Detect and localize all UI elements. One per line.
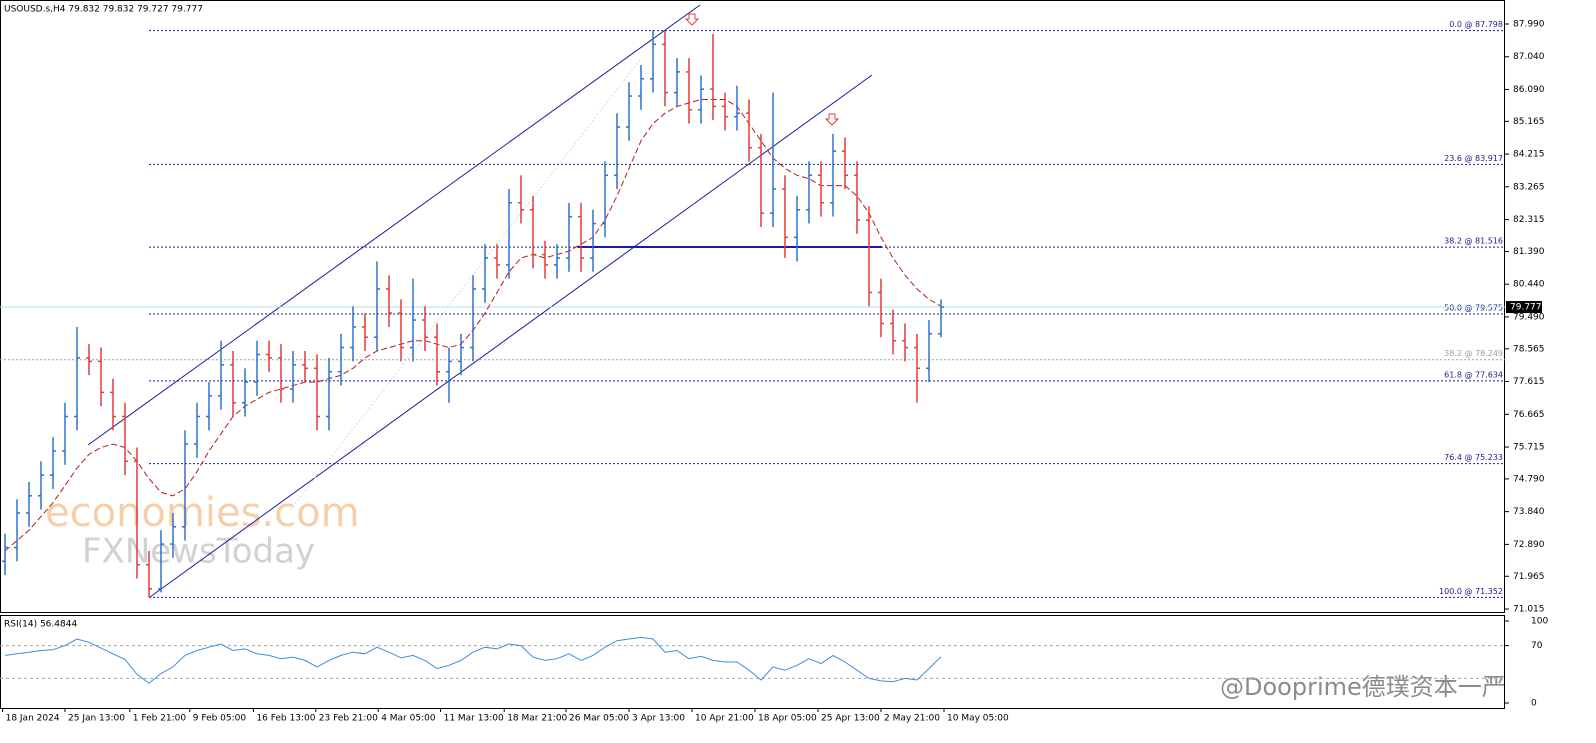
x-tick-label: 18 Apr 05:00 [758,714,817,724]
y-tick-label: 76.665 [1513,410,1545,420]
y-tick-label: 81.390 [1513,247,1545,257]
arrow-marker [824,113,840,126]
fib-label: 38.2 @ 81.516 [1444,237,1503,246]
arrow-marker [684,13,700,26]
y-tick-label: 87.040 [1513,52,1545,62]
channel-lower [149,74,873,598]
y-tick-label: 73.840 [1513,507,1545,517]
x-tick-label: 10 May 05:00 [947,714,1009,724]
rsi-y-tick-label: 100 [1531,617,1548,627]
y-tick-label: 75.715 [1513,443,1545,453]
x-tick-label: 11 Mar 13:00 [444,714,504,724]
fib-label: 50.0 @ 79.575 [1444,303,1503,312]
y-tick-label: 77.615 [1513,377,1545,387]
y-tick-label: 78.565 [1513,344,1545,354]
watermark: economies.com [45,490,360,536]
last-price-box [1506,301,1542,314]
last-price-label: 79.777 [1510,303,1542,313]
x-tick-label: 25 Jan 13:00 [68,714,125,724]
fib-label: 76.4 @ 75.233 [1444,453,1503,462]
watermarks: economies.com FXNewsToday @Dooprime德璞资本一… [45,490,1506,701]
channel-upper [87,4,701,446]
watermark: FXNewsToday [82,532,315,572]
x-tick-label: 26 Mar 05:00 [569,714,629,724]
x-tick-label: 9 Feb 05:00 [193,714,247,724]
x-tick-label: 3 Apr 13:00 [632,714,685,724]
x-tick-label: 18 Mar 21:00 [507,714,567,724]
x-tick-label: 23 Feb 21:00 [319,714,378,724]
x-tick-label: 18 Jan 2024 [6,714,60,724]
y-tick-label: 86.090 [1513,85,1545,95]
guide-line [289,59,641,511]
fib-label: 0.0 @ 87.798 [1449,20,1503,29]
y-tick-label: 84.215 [1513,150,1545,160]
rsi-line [4,636,942,684]
main-frame [0,0,1505,613]
x-tick-label: 10 Apr 21:00 [695,714,754,724]
fib-label: 61.8 @ 77.634 [1444,370,1503,379]
y-tick-label: 85.165 [1513,117,1545,127]
y-tick-label: 72.890 [1513,540,1545,550]
x-tick-label: 2 May 21:00 [884,714,940,724]
rsi-title: RSI(14) 56.4844 [4,620,77,630]
watermark: @Dooprime德璞资本一严 [1220,673,1506,701]
rsi-frame [0,615,1505,709]
fib-label: 100.0 @ 71.352 [1439,587,1503,596]
x-tick-label: 25 Apr 13:00 [821,714,880,724]
y-tick-label: 71.965 [1513,572,1545,582]
chart-title: USOUSD.s,H4 79.832 79.832 79.727 79.777 [4,5,203,15]
fib-label: 23.6 @ 83.917 [1444,154,1503,163]
y-tick-label: 79.490 [1513,312,1545,322]
y-tick-label: 71.015 [1513,605,1545,615]
y-tick-label: 80.440 [1513,280,1545,290]
rsi-y-tick-label: 70 [1531,641,1543,651]
y-tick-label: 83.265 [1513,182,1545,192]
x-tick-label: 16 Feb 13:00 [256,714,315,724]
y-tick-label: 82.315 [1513,215,1545,225]
x-tick-label: 4 Mar 05:00 [381,714,436,724]
fib-label: 38.2 @ 78.249 [1444,349,1503,358]
rsi-y-tick-label: 0 [1531,698,1537,708]
y-tick-label: 87.990 [1513,19,1545,29]
x-tick-label: 1 Feb 21:00 [133,714,187,724]
y-tick-label: 74.790 [1513,474,1545,484]
